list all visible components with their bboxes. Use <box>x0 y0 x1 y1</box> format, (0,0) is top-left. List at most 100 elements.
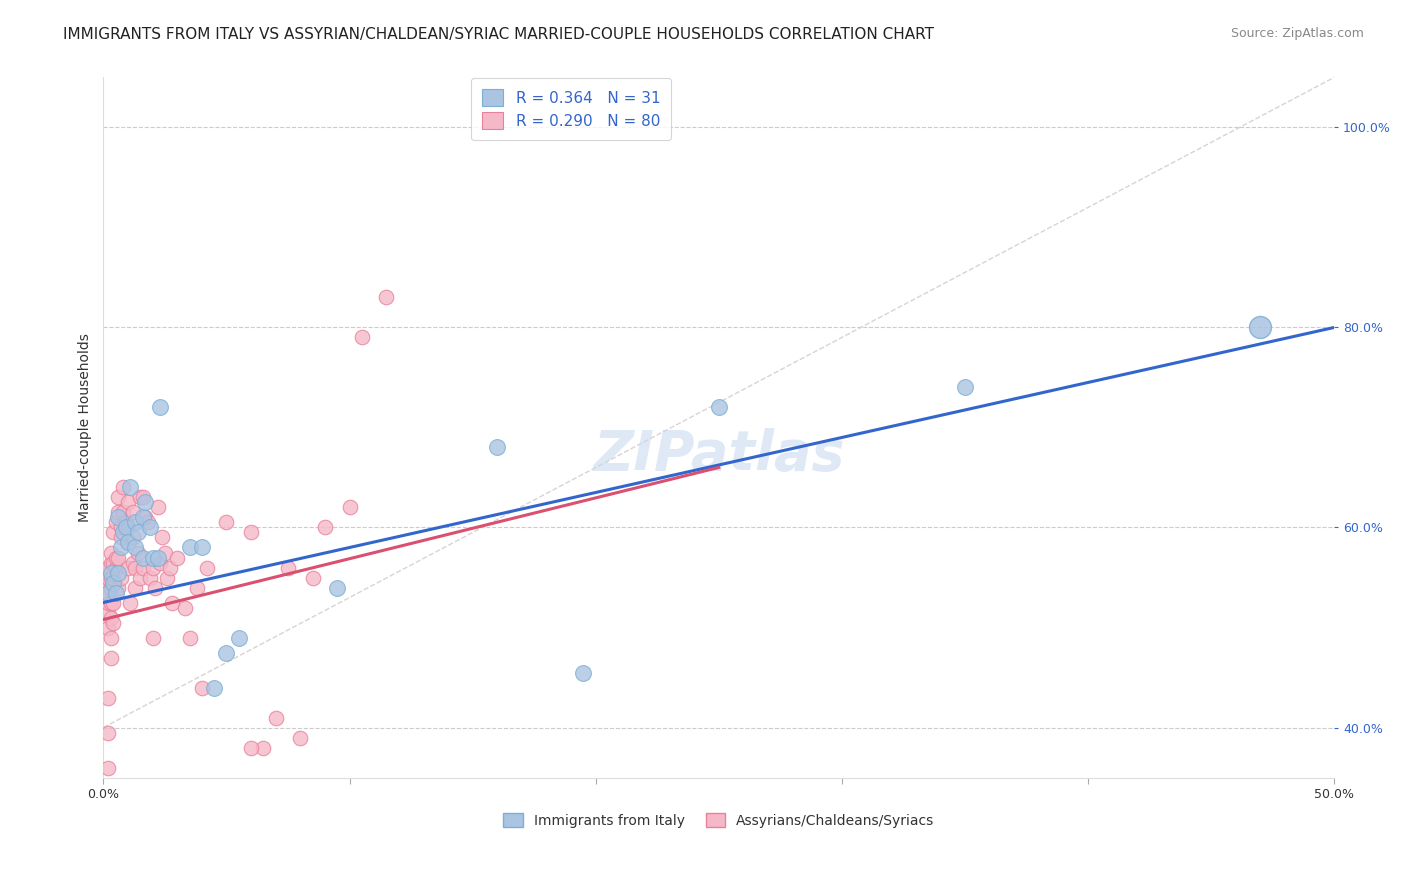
Point <box>107 491 129 505</box>
Point <box>103 595 125 609</box>
Point <box>149 401 172 415</box>
Point <box>122 556 145 570</box>
Point <box>100 566 122 580</box>
Point <box>103 556 125 570</box>
Point <box>156 570 179 584</box>
Point <box>103 575 125 590</box>
Point <box>146 500 169 515</box>
Point <box>339 500 361 515</box>
Point <box>127 545 149 559</box>
Point <box>117 560 139 574</box>
Point <box>179 631 201 645</box>
Point <box>179 541 201 555</box>
Point <box>290 731 312 745</box>
Point <box>240 740 263 755</box>
Point <box>107 566 129 580</box>
Point <box>215 646 238 660</box>
Point <box>139 570 162 584</box>
Point <box>100 545 122 559</box>
Point <box>112 525 135 540</box>
Point <box>124 541 146 555</box>
Point <box>149 556 172 570</box>
Point <box>100 631 122 645</box>
Point <box>159 560 181 574</box>
Point <box>124 581 146 595</box>
Text: IMMIGRANTS FROM ITALY VS ASSYRIAN/CHALDEAN/SYRIAC MARRIED-COUPLE HOUSEHOLDS CORR: IMMIGRANTS FROM ITALY VS ASSYRIAN/CHALDE… <box>63 27 934 42</box>
Point <box>97 560 120 574</box>
Point <box>350 330 373 344</box>
Point <box>112 506 135 520</box>
Point <box>114 520 136 534</box>
Y-axis label: Married-couple Households: Married-couple Households <box>79 333 93 522</box>
Point <box>103 570 125 584</box>
Point <box>173 600 195 615</box>
Point <box>100 581 122 595</box>
Point <box>97 725 120 739</box>
Point <box>100 556 122 570</box>
Point <box>97 581 120 595</box>
Point <box>191 541 214 555</box>
Point <box>202 681 225 695</box>
Point <box>228 631 250 645</box>
Point <box>953 380 976 394</box>
Point <box>124 560 146 574</box>
Point <box>191 681 214 695</box>
Point <box>195 560 218 574</box>
Point <box>142 631 165 645</box>
Point <box>326 581 349 595</box>
Point <box>129 491 152 505</box>
Point <box>139 520 162 534</box>
Point <box>166 550 188 565</box>
Point <box>142 560 165 574</box>
Point <box>707 401 730 415</box>
Point <box>146 550 169 565</box>
Point <box>107 550 129 565</box>
Point <box>117 495 139 509</box>
Point <box>186 581 208 595</box>
Point <box>120 481 142 495</box>
Point <box>97 606 120 620</box>
Point <box>117 535 139 549</box>
Point <box>110 570 132 584</box>
Point <box>97 760 120 774</box>
Point <box>132 510 155 524</box>
Point <box>104 560 127 574</box>
Point <box>215 516 238 530</box>
Point <box>100 570 122 584</box>
Point <box>132 560 155 574</box>
Point <box>114 516 136 530</box>
Point <box>107 581 129 595</box>
Point <box>153 545 176 559</box>
Point <box>110 531 132 545</box>
Point <box>143 581 166 595</box>
Point <box>152 531 174 545</box>
Point <box>375 290 398 304</box>
Point <box>124 516 146 530</box>
Point <box>572 665 595 680</box>
Point <box>104 516 127 530</box>
Legend: Immigrants from Italy, Assyrians/Chaldeans/Syriacs: Immigrants from Italy, Assyrians/Chaldea… <box>498 807 939 834</box>
Point <box>97 595 120 609</box>
Point <box>100 610 122 624</box>
Point <box>1249 320 1271 334</box>
Point <box>120 595 142 609</box>
Point <box>97 690 120 705</box>
Point <box>129 570 152 584</box>
Point <box>112 481 135 495</box>
Text: ZIPatlas: ZIPatlas <box>593 428 845 483</box>
Point <box>117 520 139 534</box>
Point <box>134 510 156 524</box>
Point <box>110 520 132 534</box>
Point <box>122 506 145 520</box>
Point <box>103 615 125 630</box>
Text: Source: ZipAtlas.com: Source: ZipAtlas.com <box>1230 27 1364 40</box>
Point <box>486 441 509 455</box>
Point <box>252 740 274 755</box>
Point <box>100 595 122 609</box>
Point <box>97 570 120 584</box>
Point <box>264 710 287 724</box>
Point <box>97 585 120 599</box>
Point <box>240 525 263 540</box>
Point <box>132 491 155 505</box>
Point <box>107 510 129 524</box>
